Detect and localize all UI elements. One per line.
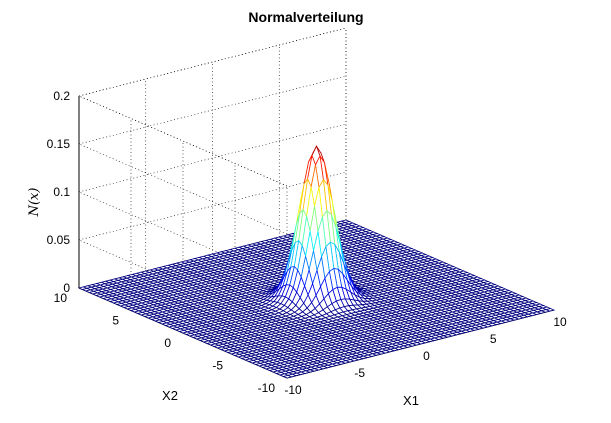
wall-grid-z bbox=[78, 171, 347, 241]
top-edge bbox=[78, 27, 347, 97]
z-tick-label: 0 bbox=[63, 281, 70, 295]
tick-labels: 0 0.05 0.1 0.15 0.2 -10 -5 0 5 10 -10 -5 0 5 10 bbox=[47, 89, 567, 397]
y-axis-label: X2 bbox=[162, 388, 178, 403]
chart-title: Normalverteilung bbox=[248, 9, 363, 25]
y-tick-label: 5 bbox=[112, 314, 119, 328]
top-edge bbox=[78, 95, 288, 187]
wall-grid-z bbox=[78, 123, 347, 193]
x-tick-label: 10 bbox=[553, 315, 567, 329]
x-tick-label: -10 bbox=[284, 383, 302, 397]
y-tick-label: 10 bbox=[54, 291, 68, 305]
x-tick-label: 0 bbox=[423, 349, 430, 363]
y-tick-label: -10 bbox=[258, 381, 276, 395]
wall-grid-z bbox=[78, 75, 347, 145]
z-tick-label: 0.2 bbox=[53, 89, 70, 103]
surface-mesh bbox=[77, 145, 556, 379]
x-tick-label: 5 bbox=[490, 332, 497, 346]
z-tick-label: 0.1 bbox=[53, 185, 70, 199]
x-tick-label: -5 bbox=[354, 366, 365, 380]
z-tick-label: 0.15 bbox=[47, 137, 71, 151]
mesh-cell bbox=[282, 374, 293, 379]
x-axis-label: X1 bbox=[403, 393, 419, 408]
y-tick-label: -5 bbox=[212, 359, 223, 373]
y-tick-label: 0 bbox=[164, 336, 171, 350]
z-axis-label: N(x) bbox=[27, 188, 42, 218]
z-tick-label: 0.05 bbox=[47, 233, 71, 247]
